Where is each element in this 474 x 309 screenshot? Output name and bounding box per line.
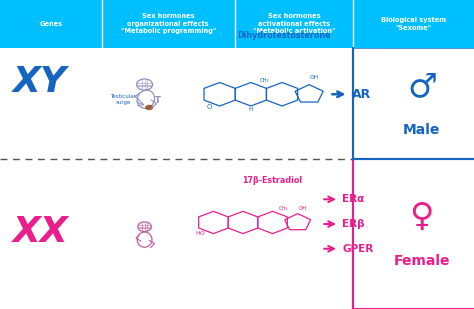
Text: Sex hormones
organizational effects
"Metabolic programming": Sex hormones organizational effects "Met… [121,14,216,34]
Text: Sex hormones
activational effects
"Metabolic activation": Sex hormones activational effects "Metab… [253,14,335,34]
FancyBboxPatch shape [102,0,235,48]
Text: GPER: GPER [342,244,374,254]
Text: H: H [248,107,253,112]
Text: ♂: ♂ [407,70,437,103]
Text: CH₃: CH₃ [260,78,270,83]
Text: Female: Female [393,254,450,268]
Text: Genes: Genes [39,21,63,27]
Text: Male: Male [403,123,440,137]
Text: ERβ: ERβ [342,219,365,229]
Text: XX: XX [12,215,68,249]
Text: Testicular
surge: Testicular surge [110,94,137,105]
Text: HO: HO [195,231,205,236]
Text: OH: OH [299,205,307,210]
Text: Dihydrotestosterone: Dihydrotestosterone [237,31,331,40]
Text: OH: OH [310,75,319,80]
Text: AR: AR [352,88,371,101]
Text: ♀: ♀ [410,200,434,233]
Text: ERα: ERα [342,194,365,204]
Text: CH₃: CH₃ [278,206,287,211]
Text: T: T [155,96,161,105]
FancyBboxPatch shape [235,0,353,48]
Ellipse shape [146,105,153,110]
Text: 17β-Estradiol: 17β-Estradiol [243,176,302,185]
Text: XY: XY [13,65,67,99]
FancyBboxPatch shape [353,0,474,48]
FancyBboxPatch shape [0,0,102,48]
Text: Biological system
"Sexome": Biological system "Sexome" [381,17,446,31]
Text: O: O [206,104,211,110]
